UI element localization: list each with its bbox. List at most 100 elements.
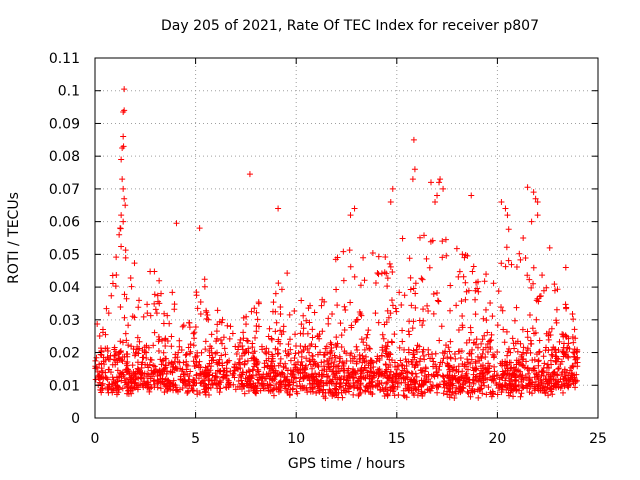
data-point-marker xyxy=(147,312,154,319)
data-point-marker xyxy=(160,366,167,373)
data-point-marker xyxy=(169,381,176,388)
data-point-marker xyxy=(183,358,190,365)
data-point-marker xyxy=(358,365,365,372)
data-point-marker xyxy=(326,386,333,393)
data-point-marker xyxy=(191,377,198,384)
data-point-marker xyxy=(119,339,126,346)
data-point-marker xyxy=(157,356,164,363)
data-point-marker xyxy=(542,376,549,383)
data-point-marker xyxy=(487,346,494,353)
data-point-marker xyxy=(208,331,215,338)
data-point-marker xyxy=(195,375,202,382)
data-point-marker xyxy=(457,354,464,361)
data-point-marker xyxy=(440,185,447,192)
data-point-marker xyxy=(318,377,325,384)
data-point-marker xyxy=(438,323,445,330)
data-point-marker xyxy=(302,343,309,350)
data-point-marker xyxy=(285,341,292,348)
data-point-marker xyxy=(407,274,414,281)
data-point-marker xyxy=(143,355,150,362)
data-point-marker xyxy=(287,367,294,374)
data-point-marker xyxy=(402,356,409,363)
data-point-marker xyxy=(169,364,176,371)
data-point-marker xyxy=(288,376,295,383)
data-point-marker xyxy=(230,370,237,377)
data-point-marker xyxy=(546,244,553,251)
data-point-marker xyxy=(347,263,354,270)
data-point-marker xyxy=(222,351,229,358)
data-point-marker xyxy=(432,199,439,205)
data-point-marker xyxy=(254,376,261,383)
data-point-marker xyxy=(397,357,404,364)
data-point-marker xyxy=(237,365,244,372)
data-point-marker xyxy=(314,383,321,390)
data-point-marker xyxy=(307,302,314,309)
data-point-marker xyxy=(527,337,534,344)
data-point-marker xyxy=(374,270,381,277)
data-point-marker xyxy=(333,286,340,293)
data-point-marker xyxy=(127,275,134,282)
data-point-marker xyxy=(297,330,304,337)
data-point-marker xyxy=(472,311,479,318)
data-point-marker xyxy=(479,390,486,397)
data-point-marker xyxy=(114,378,121,385)
data-point-marker xyxy=(155,338,162,345)
data-point-marker xyxy=(483,271,490,278)
data-point-marker xyxy=(542,384,549,391)
data-point-marker xyxy=(447,282,454,289)
data-point-marker xyxy=(191,362,198,369)
data-point-marker xyxy=(217,337,224,344)
data-point-marker xyxy=(439,238,446,245)
data-point-marker xyxy=(419,322,426,329)
data-point-marker xyxy=(239,342,246,349)
data-point-marker xyxy=(393,370,400,377)
data-point-marker xyxy=(554,366,561,373)
data-point-marker xyxy=(565,354,572,361)
data-point-marker xyxy=(447,377,454,384)
data-point-marker xyxy=(564,353,571,360)
data-point-marker xyxy=(251,360,258,367)
data-point-marker xyxy=(236,372,243,379)
data-point-marker xyxy=(309,380,316,387)
data-point-marker xyxy=(196,225,203,232)
data-point-marker xyxy=(526,276,533,283)
data-point-marker xyxy=(532,195,539,202)
data-point-marker xyxy=(504,212,511,219)
data-point-marker xyxy=(173,220,180,227)
data-point-marker xyxy=(125,342,132,349)
data-point-marker xyxy=(291,307,298,314)
data-point-marker xyxy=(440,355,447,362)
data-point-marker xyxy=(157,372,164,379)
data-point-marker xyxy=(409,176,416,183)
data-point-marker xyxy=(469,389,476,396)
data-point-marker xyxy=(122,330,129,337)
data-point-marker xyxy=(531,330,538,337)
data-point-marker xyxy=(520,362,527,369)
data-point-marker xyxy=(498,304,505,311)
data-point-marker xyxy=(161,310,168,317)
data-point-marker xyxy=(367,359,374,366)
data-point-marker xyxy=(497,360,504,367)
data-point-marker xyxy=(220,373,227,380)
data-point-marker xyxy=(393,377,400,384)
data-point-marker xyxy=(385,351,392,358)
data-point-marker xyxy=(535,362,542,369)
data-point-marker xyxy=(484,348,491,355)
data-point-marker xyxy=(190,330,197,337)
data-point-marker xyxy=(277,310,284,317)
data-point-marker xyxy=(302,362,309,369)
data-point-marker xyxy=(351,273,358,280)
data-point-marker xyxy=(537,292,544,299)
data-point-marker xyxy=(507,382,514,389)
data-point-marker xyxy=(194,305,201,312)
data-point-marker xyxy=(216,368,223,375)
data-point-marker xyxy=(162,343,169,350)
data-point-marker xyxy=(505,345,512,352)
data-point-marker xyxy=(190,376,197,383)
data-point-marker xyxy=(359,352,366,359)
data-point-marker xyxy=(478,355,485,362)
data-point-marker xyxy=(272,308,279,315)
data-point-marker xyxy=(245,345,252,352)
data-point-marker xyxy=(460,273,467,280)
data-point-marker xyxy=(337,380,344,387)
